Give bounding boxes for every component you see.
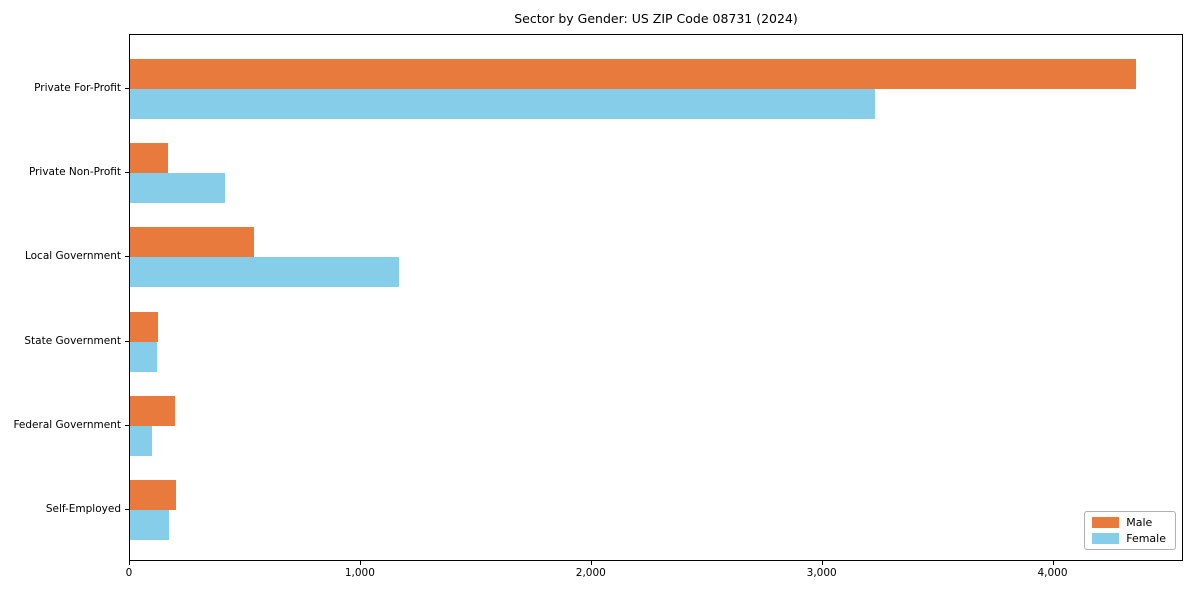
x-tick-mark xyxy=(129,561,130,565)
plot-area: Male Female xyxy=(129,34,1183,561)
y-tick-label: Federal Government xyxy=(13,418,121,431)
bar-male-private-non-profit xyxy=(130,143,169,174)
x-tick-label: 4,000 xyxy=(1037,567,1068,579)
x-tick-mark xyxy=(821,561,823,565)
bar-male-state-government xyxy=(130,311,158,342)
y-tick-label: Private For-Profit xyxy=(34,82,121,94)
bar-male-local-government xyxy=(130,227,254,258)
x-tick-mark xyxy=(590,561,592,565)
legend-entry-male: Male xyxy=(1092,517,1166,528)
y-tick-mark xyxy=(125,256,129,258)
y-tick-label: Private Non-Profit xyxy=(28,166,121,179)
legend-label-male: Male xyxy=(1126,516,1153,529)
x-tick-mark xyxy=(359,561,361,565)
chart-title: Sector by Gender: US ZIP Code 08731 (202… xyxy=(514,11,798,26)
y-tick-mark xyxy=(125,509,129,510)
male-series-swatch xyxy=(1092,517,1120,528)
y-tick-label: Local Government xyxy=(24,250,121,263)
bar-female-federal-government xyxy=(130,425,152,456)
legend-entry-female: Female xyxy=(1092,533,1166,544)
y-tick-label: Self-Employed xyxy=(45,503,121,515)
x-tick-label: 0 xyxy=(125,567,133,579)
y-tick-mark xyxy=(125,172,129,174)
bar-female-private-for-profit xyxy=(130,89,875,119)
x-tick-label: 1,000 xyxy=(344,567,375,579)
y-tick-label: State Government xyxy=(24,334,121,347)
bar-female-private-non-profit xyxy=(130,173,225,204)
bar-male-private-for-profit xyxy=(130,59,1136,89)
bar-female-state-government xyxy=(130,341,157,372)
bar-male-self-employed xyxy=(130,480,177,510)
bar-male-federal-government xyxy=(130,395,175,426)
bar-female-self-employed xyxy=(130,510,170,540)
x-tick-mark xyxy=(1052,561,1054,565)
y-tick-mark xyxy=(125,340,129,342)
female-series-swatch xyxy=(1092,533,1120,544)
y-tick-mark xyxy=(125,88,129,89)
x-tick-label: 3,000 xyxy=(806,567,837,579)
legend: Male Female xyxy=(1084,511,1176,550)
y-tick-mark xyxy=(125,424,129,426)
bar-female-local-government xyxy=(130,257,399,288)
legend-label-female: Female xyxy=(1126,532,1166,545)
x-tick-label: 2,000 xyxy=(575,567,606,579)
